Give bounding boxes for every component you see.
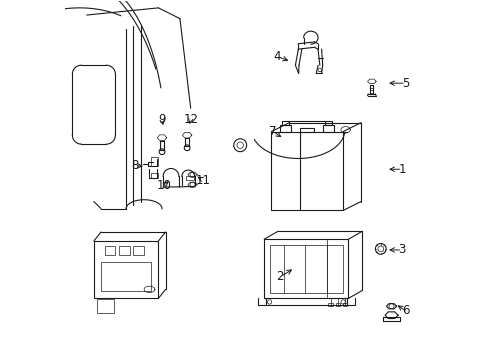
Text: 2: 2 — [276, 270, 284, 283]
Bar — [328, 303, 332, 306]
Bar — [325, 121, 332, 125]
Text: 4: 4 — [272, 50, 280, 63]
Text: 11: 11 — [195, 174, 210, 186]
Text: 6: 6 — [401, 305, 409, 318]
Text: 5: 5 — [401, 77, 409, 90]
Bar — [151, 157, 158, 166]
Text: 1: 1 — [398, 163, 405, 176]
Bar — [282, 121, 289, 125]
Text: 12: 12 — [183, 113, 198, 126]
Bar — [133, 246, 144, 255]
Bar — [300, 128, 314, 132]
Bar — [151, 173, 158, 178]
Text: 3: 3 — [398, 243, 405, 256]
Bar — [342, 303, 346, 306]
Bar — [104, 246, 115, 255]
Text: 10: 10 — [156, 179, 171, 192]
Bar — [264, 239, 348, 298]
Bar — [323, 125, 333, 132]
Text: 7: 7 — [269, 125, 276, 138]
Bar — [185, 176, 194, 180]
Bar — [280, 125, 290, 132]
Bar — [101, 262, 151, 291]
Bar — [335, 303, 339, 306]
Bar — [94, 241, 158, 298]
Text: 9: 9 — [158, 113, 165, 126]
Bar — [326, 239, 348, 298]
Bar — [97, 299, 113, 313]
Bar — [119, 246, 129, 255]
Text: 8: 8 — [131, 159, 139, 172]
Bar — [269, 244, 343, 293]
Bar — [271, 132, 343, 211]
